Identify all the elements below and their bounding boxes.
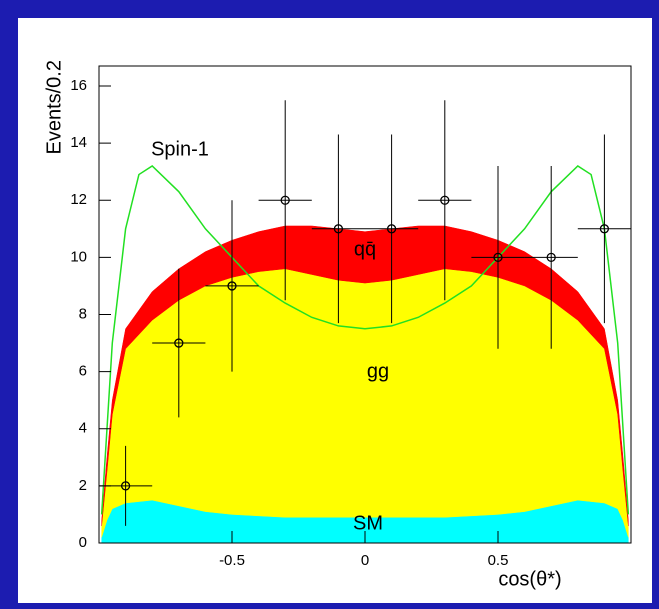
y-tick-label: 2 (79, 477, 87, 494)
y-tick-label: 16 (70, 77, 87, 94)
y-tick-label: 0 (79, 534, 87, 551)
y-axis-label: Events/0.2 (43, 60, 65, 155)
data-point (440, 195, 450, 205)
data-point (280, 195, 290, 205)
y-tick-label: 6 (79, 363, 87, 380)
x-tick-label: -0.5 (219, 552, 245, 569)
y-tick-label: 4 (79, 420, 87, 437)
series-label: gg (367, 360, 389, 382)
curve (100, 165, 630, 515)
x-tick-label: 0.5 (488, 552, 509, 569)
data-point (493, 252, 503, 263)
area-segment (101, 268, 629, 538)
x-axis-label: cos(θ*) (498, 568, 561, 590)
series-label: qq̄ (354, 238, 376, 260)
y-tick-label: 14 (70, 134, 87, 151)
series-label: SM (353, 512, 383, 534)
data-point (386, 224, 397, 234)
data-point (333, 224, 344, 234)
x-tick-label: 0 (361, 552, 369, 569)
y-tick-label: 10 (70, 248, 87, 265)
y-tick-label: 12 (70, 191, 87, 208)
data-point (120, 481, 131, 491)
data-point (227, 281, 237, 291)
y-tick-label: 8 (79, 305, 87, 322)
data-point (599, 224, 610, 234)
data-point (546, 252, 556, 263)
area-segment (101, 225, 629, 526)
data-point (174, 338, 184, 348)
curve-label: Spin-1 (151, 138, 209, 160)
